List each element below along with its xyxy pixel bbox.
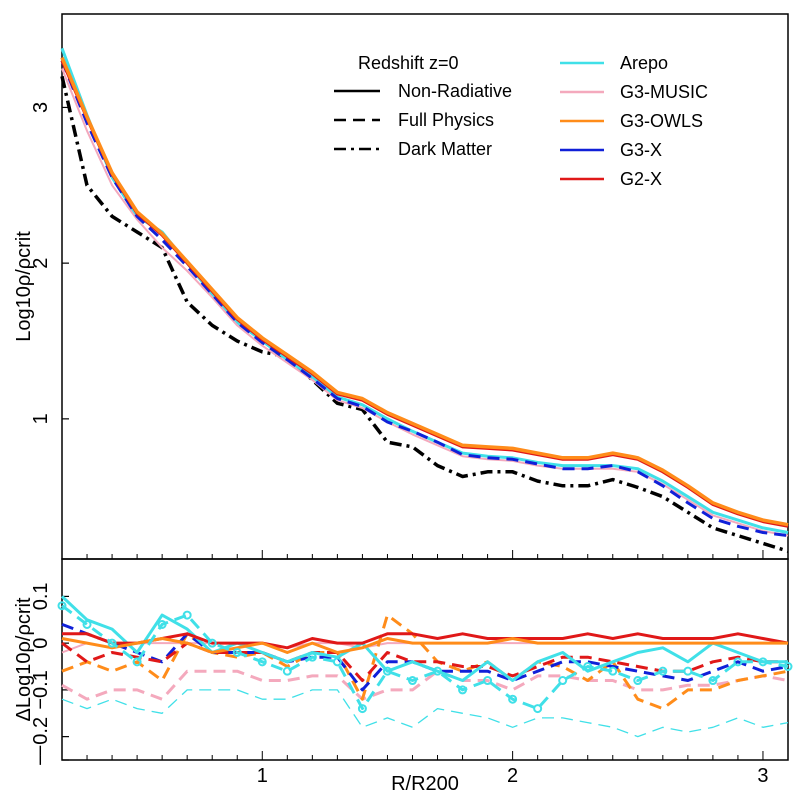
residual-marker-arepo-full-physics-markers: [157, 619, 167, 629]
main-series-dark-matter: [60, 75, 789, 553]
residual-series-g2-x-full-physics: [61, 641, 788, 682]
residual-series-arepo-non-radiative: [60, 595, 788, 682]
residual-marker-arepo-full-physics-markers: [433, 666, 443, 676]
xtick-label: 1: [257, 765, 268, 787]
legend-label-dark-matter: Dark Matter: [398, 139, 492, 159]
legend-label-g3-x: G3-X: [620, 140, 662, 160]
residual-marker-arepo-full-physics-markers: [332, 657, 342, 667]
residual-marker-arepo-full-physics-markers: [82, 619, 92, 629]
legend-label-full-physics: Full Physics: [398, 110, 494, 130]
residual-marker-arepo-full-physics-markers: [708, 676, 718, 686]
residual-marker-arepo-full-physics-markers: [633, 676, 643, 686]
residual-ylabel: ΔLog10ρ/ρcrit: [13, 597, 35, 721]
residual-series-g3-music-full-physics: [61, 669, 789, 701]
main-series-g3-x-full-physics: [60, 60, 789, 538]
residual-ytick-label: 0: [30, 638, 52, 649]
residual-marker-arepo-full-physics-markers: [458, 685, 468, 695]
residual-marker-arepo-full-physics-markers: [783, 662, 793, 672]
xlabel: R/R200: [391, 773, 459, 795]
main-ytick-label: 3: [30, 102, 52, 113]
legend-label-arepo: Arepo: [620, 53, 668, 73]
main-series-g3-owls-non-radiative: [60, 56, 789, 527]
main-ytick-label: 2: [30, 258, 52, 269]
residual-marker-arepo-full-physics-markers: [407, 676, 417, 686]
residual-marker-arepo-full-physics-markers: [558, 676, 568, 686]
residual-marker-arepo-full-physics-markers: [658, 666, 668, 676]
residual-series-g3-owls-non-radiative: [61, 637, 788, 654]
residual-marker-arepo-full-physics-markers: [182, 610, 192, 620]
residual-marker-arepo-full-physics-markers: [683, 666, 693, 676]
residual-marker-arepo-full-physics-markers: [382, 666, 392, 676]
residual-ytick-label: −: [30, 754, 52, 766]
residual-marker-arepo-full-physics-markers: [257, 657, 267, 667]
legend-label-g3-owls: G3-OWLS: [620, 111, 703, 131]
residual-ytick-label: 0.1: [30, 582, 52, 610]
residual-marker-arepo-full-physics-markers: [483, 676, 493, 686]
legend-label-non-radiative: Non-Radiative: [398, 81, 512, 101]
residual-plot-frame: [61, 558, 789, 761]
main-series-g3-music-non-radiative: [61, 68, 789, 537]
xtick-label: 2: [507, 765, 518, 787]
residual-marker-arepo-full-physics-markers: [508, 694, 518, 704]
residual-series-g2-x-non-radiative: [62, 632, 789, 650]
residual-ytick-label: −0.1: [30, 670, 52, 709]
residual-marker-arepo-full-physics-markers: [533, 704, 543, 714]
residual-marker-arepo-full-physics-markers: [207, 638, 217, 648]
residual-marker-arepo-full-physics-markers: [107, 638, 117, 648]
residual-marker-arepo-full-physics-markers: [282, 666, 292, 676]
main-ylabel: Log10ρ/ρcrit: [13, 231, 35, 342]
legend-title: Redshift z=0: [358, 53, 459, 73]
residual-marker-arepo-full-physics-markers: [307, 652, 317, 662]
legend: Redshift z=0 Non-Radiative Full Physics Dar…: [334, 53, 708, 189]
residual-series-arepo-full-physics: [61, 689, 789, 738]
residual-marker-arepo-full-physics-markers: [232, 647, 242, 657]
xtick-label: 3: [757, 765, 768, 787]
legend-label-g2-x: G2-X: [620, 169, 662, 189]
residual-marker-arepo-full-physics-markers: [758, 657, 768, 667]
residual-marker-arepo-full-physics-markers: [608, 666, 618, 676]
residual-marker-arepo-full-physics-markers: [57, 601, 67, 611]
residual-marker-arepo-full-physics-markers: [733, 657, 743, 667]
main-ytick-label: 1: [30, 413, 52, 424]
residual-marker-arepo-full-physics-markers: [583, 662, 593, 672]
legend-label-g3-music: G3-MUSIC: [620, 82, 708, 102]
main-panel: 1 2 3 Log10ρ/ρcrit: [13, 13, 789, 560]
residual-marker-arepo-full-physics-markers: [357, 704, 367, 714]
residual-panel: 0.1 0 −0.1 −0.2− ΔLog10ρ/ρcrit 1 2 3 R/R200: [13, 558, 793, 795]
residual-ytick-label: −0.2: [30, 717, 52, 756]
residual-marker-arepo-full-physics-markers: [132, 657, 142, 667]
